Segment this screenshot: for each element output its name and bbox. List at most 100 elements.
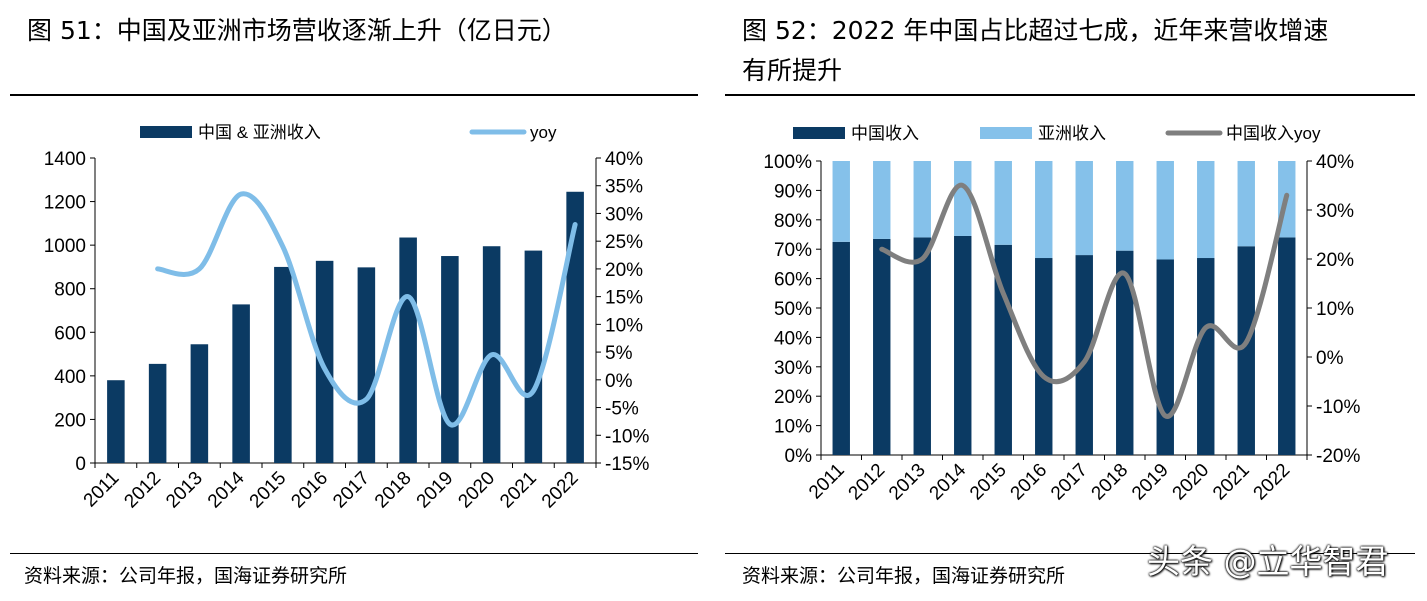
line-point	[491, 354, 493, 356]
bar-中国收入-2017	[1075, 255, 1093, 455]
line-point	[240, 193, 242, 195]
x-tick-label: 2015	[246, 468, 291, 513]
bar-亚洲收入-2012	[873, 161, 891, 239]
right-y-tick-label: 40%	[1316, 152, 1354, 173]
bar-中国 & 亚洲收入-2019	[441, 256, 459, 463]
bar-中国 & 亚洲收入-2011	[107, 380, 125, 463]
bar-亚洲收入-2016	[1035, 161, 1053, 259]
bar-中国收入-2019	[1156, 259, 1174, 455]
bar-亚洲收入-2015	[994, 161, 1012, 245]
right-y-tick-label: 30%	[605, 204, 643, 225]
legend-label-yoy: yoy	[530, 123, 557, 142]
right-y-tick-label: 20%	[1316, 250, 1354, 271]
line-point	[1286, 194, 1288, 196]
left-y-tick-label: 70%	[774, 240, 812, 261]
bar-中国 & 亚洲收入-2014	[232, 304, 250, 463]
bar-亚洲收入-2017	[1075, 161, 1093, 256]
x-tick-label: 2012	[120, 468, 165, 513]
right-figure-panel: 图 52：2022 年中国占比超过七成，近年来营收增速 有所提升 0% 10% 20…	[715, 0, 1427, 601]
x-tick-label: 2019	[413, 468, 458, 513]
right-y-tick-label: -20%	[1316, 446, 1360, 467]
bar-中国收入-2016	[1035, 258, 1053, 455]
bar-中国收入-2014	[954, 235, 972, 455]
left-chart: 0 200 400 600 800 1000 1200 1400 -15% -10% -5% 0% 5%…	[44, 123, 650, 513]
left-figure-title: 图 51：中国及亚洲市场营收逐渐上升（亿日元）	[27, 16, 567, 45]
right-y-tick-label: 0%	[605, 371, 633, 392]
bar-中国 & 亚洲收入-2013	[190, 344, 209, 463]
right-y-tick-label: -15%	[605, 454, 649, 475]
x-tick-label: 2014	[204, 467, 249, 512]
bar-亚洲收入-2019	[1156, 161, 1174, 260]
right-y-tick-label: 10%	[605, 315, 643, 336]
x-tick-label: 2022	[1250, 460, 1295, 505]
left-y-tick-label: 40%	[774, 328, 812, 349]
line-point	[1245, 341, 1247, 343]
bar-亚洲收入-2014	[954, 161, 972, 236]
left-y-tick-label: 30%	[774, 358, 812, 379]
bar-亚洲收入-2018	[1116, 161, 1134, 251]
line-point	[962, 185, 964, 186]
left-y-tick-label: 400	[54, 367, 86, 388]
legend-swatch-亚洲收入	[980, 127, 1032, 139]
right-y-tick-label: 5%	[605, 343, 633, 364]
x-tick-label: 2015	[966, 460, 1011, 505]
line-point	[1124, 273, 1126, 275]
bar-亚洲收入-2020	[1197, 161, 1215, 259]
line-point	[1205, 327, 1207, 329]
right-y-tick-label: 25%	[605, 232, 643, 253]
x-tick-label: 2022	[538, 468, 583, 513]
bar-中国 & 亚洲收入-2022	[566, 191, 584, 463]
right-y-tick-label: -5%	[605, 399, 639, 420]
legend-swatch-中国 & 亚洲收入	[140, 126, 192, 138]
left-y-tick-label: 0	[75, 454, 86, 475]
left-source-note: 资料来源：公司年报，国海证券研究所	[24, 565, 348, 587]
x-tick-label: 2021	[1209, 460, 1254, 505]
right-y-tick-label: -10%	[1316, 397, 1360, 418]
left-y-tick-label: 1400	[44, 149, 86, 170]
left-y-tick-label: 200	[54, 410, 86, 431]
x-tick-label: 2012	[845, 460, 890, 505]
line-point	[282, 246, 284, 248]
x-tick-label: 2017	[1047, 460, 1092, 505]
right-chart: 0% 10% 20% 30% 40% 50% 60% 70% 80% 90% 100% -20% -10…	[763, 124, 1360, 505]
right-source-note: 资料来源：公司年报，国海证券研究所	[742, 565, 1066, 587]
left-y-tick-label: 50%	[774, 299, 812, 320]
left-y-tick-label: 0%	[785, 446, 813, 467]
bar-亚洲收入-2011	[832, 161, 850, 242]
bar-中国 & 亚洲收入-2021	[524, 250, 543, 463]
x-tick-label: 2021	[496, 468, 541, 513]
x-tick-label: 2017	[329, 468, 374, 513]
x-tick-label: 2020	[454, 468, 499, 513]
left-y-tick-label: 1200	[44, 193, 86, 214]
left-y-tick-label: 100%	[763, 152, 812, 173]
right-source-rule	[725, 553, 1415, 554]
left-title-rule	[10, 94, 698, 96]
left-figure-panel: 图 51：中国及亚洲市场营收逐渐上升（亿日元） 0 200 400 600 800 100…	[0, 0, 710, 601]
legend-label-中国 & 亚洲收入: 中国 & 亚洲收入	[198, 123, 321, 142]
line-point	[449, 423, 451, 425]
bar-中国 & 亚洲收入-2017	[357, 267, 376, 463]
line-point	[532, 390, 534, 392]
left-y-tick-label: 90%	[774, 181, 812, 202]
x-tick-label: 2019	[1128, 460, 1173, 505]
line-point	[157, 268, 159, 270]
line-point	[1083, 361, 1085, 363]
bar-中国 & 亚洲收入-2015	[274, 266, 292, 463]
bar-中国收入-2012	[873, 238, 891, 455]
x-tick-label: 2018	[1088, 460, 1133, 505]
bar-中国收入-2022	[1278, 237, 1296, 455]
bar-亚洲收入-2021	[1237, 161, 1255, 247]
bar-中国 & 亚洲收入-2018	[399, 237, 417, 463]
left-y-tick-label: 10%	[774, 417, 812, 438]
bar-中国收入-2018	[1116, 250, 1134, 455]
x-tick-label: 2014	[926, 459, 971, 504]
line-point	[1043, 376, 1045, 378]
line-point	[324, 368, 326, 370]
legend-label-中国收入yoy: 中国收入yoy	[1226, 124, 1321, 143]
right-figure-title-line2: 有所提升	[742, 56, 843, 85]
bar-中国收入-2011	[832, 241, 850, 455]
left-source-rule	[10, 553, 698, 554]
line-point	[1002, 292, 1004, 294]
x-tick-label: 2016	[1007, 460, 1052, 505]
bar-中国收入-2013	[913, 237, 931, 455]
